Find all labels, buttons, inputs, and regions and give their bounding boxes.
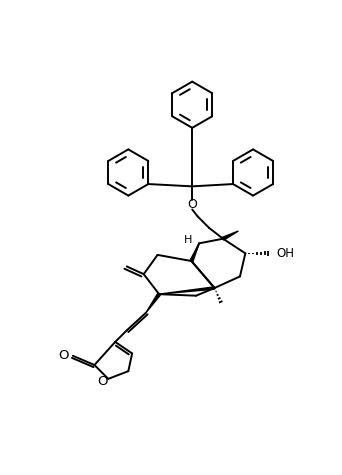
Text: OH: OH [276,247,294,260]
Polygon shape [222,231,238,240]
Text: O: O [97,375,107,389]
Polygon shape [159,287,215,294]
Text: O: O [187,199,197,211]
Text: O: O [58,349,69,362]
Text: H: H [184,235,192,245]
Polygon shape [190,243,199,262]
Polygon shape [146,293,160,313]
